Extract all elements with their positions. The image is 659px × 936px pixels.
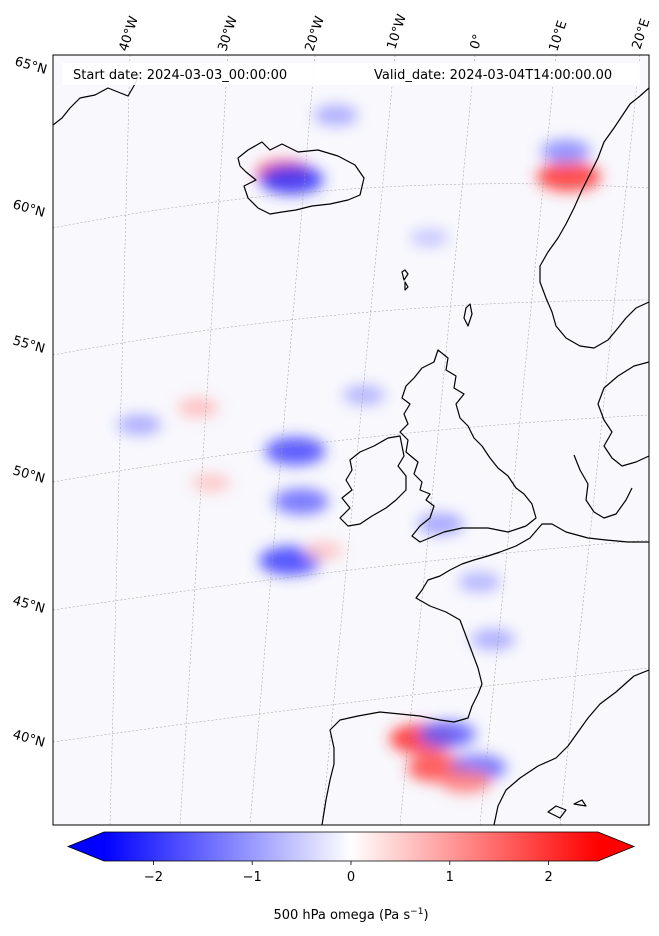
omega-blob	[458, 571, 501, 593]
coast-shetland	[463, 303, 473, 327]
omega-blob	[177, 397, 219, 418]
colorbar-outline	[66, 831, 636, 862]
coast-faroe	[401, 269, 409, 291]
valid-date-label: Valid_date: 2024-03-04T14:00:00.00	[374, 68, 612, 83]
coast-greenland	[53, 71, 141, 126]
coastlines	[53, 71, 649, 825]
lat-label-50n: 50°N	[11, 463, 47, 486]
graticule-lat-60	[53, 183, 649, 229]
lon-label-10e: 10°E	[547, 19, 571, 53]
colorbar-title-main: 500 hPa omega (Pa s	[273, 908, 410, 923]
colorbar-tick-label: 2	[544, 870, 552, 885]
graticule-lon-30w	[179, 55, 229, 825]
map-panel: Start date: 2024-03-03_00:00:00 Valid_da…	[52, 54, 650, 826]
omega-blob	[419, 721, 476, 748]
graticule-lon-10e	[479, 55, 557, 825]
coast-great-britain	[399, 349, 537, 543]
colorbar: −2 −1 0 1 2 500 hPa omega (Pa s−1)	[66, 831, 636, 923]
omega-blob	[117, 414, 162, 436]
colorbar-tick-label: −2	[144, 870, 163, 885]
omega-field	[117, 104, 601, 794]
lat-label-65n: 65°N	[13, 54, 49, 77]
graticule-lon-0	[399, 55, 476, 825]
colorbar-tick-label: 1	[446, 870, 454, 885]
header-backdrop	[62, 63, 640, 85]
coast-jutland	[573, 454, 633, 519]
graticule-lat-50	[53, 414, 649, 483]
colorbar-title-superscript: −1	[410, 907, 423, 917]
colorbar-title: 500 hPa omega (Pa s−1)	[273, 907, 428, 923]
colorbar-title-suffix: )	[423, 908, 428, 923]
graticule-lon-40w	[109, 55, 131, 825]
colorbar-extend-min	[68, 832, 104, 861]
coast-iceland	[237, 141, 365, 215]
omega-blob	[471, 628, 516, 651]
lon-label-20w: 20°W	[303, 14, 328, 53]
lon-label-40w: 40°W	[117, 14, 142, 53]
coast-denmark-sweden	[597, 361, 649, 467]
lon-label-0: 0°	[468, 33, 487, 52]
lat-label-45n: 45°N	[11, 593, 47, 616]
coast-balearic	[547, 799, 587, 819]
longitude-labels: 40°W 30°W 20°W 10°W 0° 10°E 20°E	[117, 12, 654, 53]
omega-blob	[304, 541, 344, 560]
omega-blob	[273, 488, 329, 515]
coast-ireland	[339, 435, 407, 527]
lon-label-20e: 20°E	[630, 17, 654, 51]
omega-blob	[417, 513, 464, 535]
omega-blob	[440, 769, 492, 794]
omega-blob	[541, 139, 591, 164]
graticule-lat-40	[53, 667, 649, 743]
coast-western-europe	[321, 523, 649, 825]
omega-blob	[259, 164, 324, 195]
colorbar-extend-max	[598, 832, 634, 861]
lon-label-10w: 10°W	[385, 12, 410, 51]
lat-label-60n: 60°N	[11, 197, 47, 220]
omega-blob	[342, 385, 386, 406]
coast-mediterranean	[493, 669, 649, 825]
colorbar-ticks: −2 −1 0 1 2	[144, 861, 553, 885]
lon-label-30w: 30°W	[216, 14, 241, 53]
colorbar-body	[104, 832, 598, 861]
graticule-lon-20w	[249, 55, 316, 825]
latitude-labels: 65°N 60°N 55°N 50°N 45°N 40°N	[11, 54, 49, 750]
omega-blob	[410, 228, 449, 248]
graticule-lon-10w	[321, 55, 396, 825]
coast-scandinavia	[539, 87, 649, 349]
start-date-label: Start date: 2024-03-03_00:00:00	[73, 68, 287, 83]
colorbar-tick-label: −1	[243, 870, 262, 885]
omega-blob	[191, 473, 231, 493]
omega-blob	[265, 436, 326, 466]
colorbar-tick-label: 0	[347, 870, 355, 885]
graticule	[53, 55, 649, 825]
omega-blob	[536, 161, 601, 192]
lat-label-40n: 40°N	[11, 727, 47, 750]
graticule-lon-20e	[559, 55, 641, 825]
lat-label-55n: 55°N	[11, 333, 47, 356]
map-frame	[52, 54, 650, 826]
omega-blob	[313, 104, 358, 126]
graticule-lat-45	[53, 539, 649, 611]
graticule-lat-55	[53, 299, 649, 356]
